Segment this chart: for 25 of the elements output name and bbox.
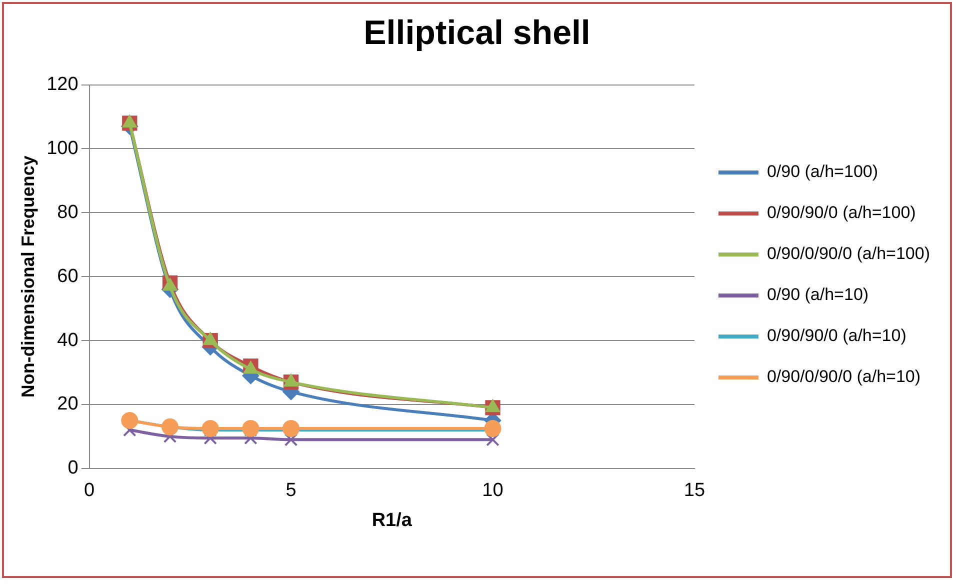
y-axis-title: Non-dimensional Frequency [18,156,38,398]
point [202,420,219,437]
legend-label: 0/90 (a/h=100) [766,162,878,182]
x-axis-title: R1/a [372,510,412,531]
point [484,420,502,437]
chart-title: Elliptical shell [364,14,590,52]
y-tick-label: 20 [57,394,78,415]
x-tick-label: 0 [84,480,95,502]
point [284,432,298,446]
legend-label: 0/90/0/90/0 (a/h=10) [766,367,921,386]
legend-label: 0/90/0/90/0 (a/h=100) [766,244,930,264]
point [242,420,260,437]
point [282,420,300,437]
y-tick-label: 0 [68,458,78,479]
y-tick-label: 80 [57,202,78,223]
legend-label: 0/90 (a/h=10) [766,285,869,304]
y-tick-label: 120 [46,74,78,96]
y-tick-label: 40 [57,330,78,351]
y-tick-label: 60 [57,266,78,287]
legend-label: 0/90/90/0 (a/h=10) [766,326,906,346]
y-tick-label: 100 [46,138,78,159]
x-tick-label: 5 [286,480,296,502]
x-tick-label: 10 [482,480,504,502]
x-tick-label: 15 [684,480,706,502]
legend-label: 0/90/90/0 (a/h=100) [766,203,916,222]
